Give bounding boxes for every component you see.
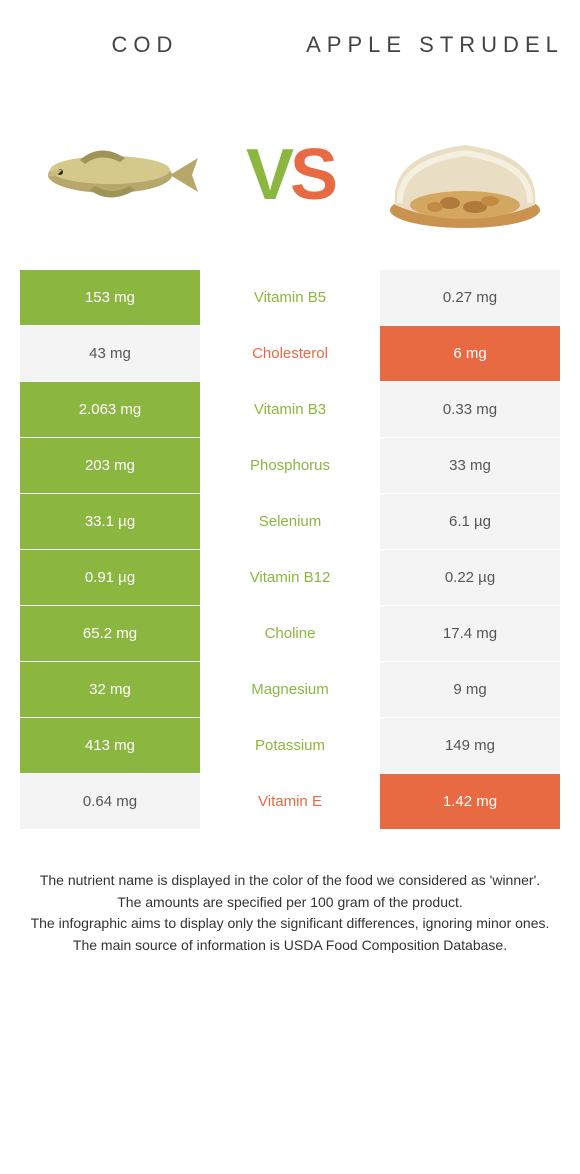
nutrient-label: Vitamin B12	[200, 550, 380, 606]
left-value: 2.063 mg	[20, 382, 200, 438]
right-value: 6.1 µg	[380, 494, 560, 550]
header-right: Apple Strudel	[290, 32, 580, 58]
header-row: Cod Apple Strudel	[0, 0, 580, 90]
footer-line-4: The main source of information is USDA F…	[30, 935, 550, 957]
right-value: 33 mg	[380, 438, 560, 494]
table-row: 43 mgCholesterol6 mg	[20, 326, 560, 382]
cod-image	[30, 105, 200, 245]
right-value: 0.27 mg	[380, 270, 560, 326]
nutrient-label: Phosphorus	[200, 438, 380, 494]
right-value: 1.42 mg	[380, 774, 560, 830]
nutrient-label: Selenium	[200, 494, 380, 550]
left-value: 65.2 mg	[20, 606, 200, 662]
vs-v: V	[246, 134, 290, 216]
left-value: 0.64 mg	[20, 774, 200, 830]
right-value: 149 mg	[380, 718, 560, 774]
table-row: 2.063 mgVitamin B30.33 mg	[20, 382, 560, 438]
footer-line-3: The infographic aims to display only the…	[30, 913, 550, 935]
nutrient-label: Vitamin B3	[200, 382, 380, 438]
table-row: 203 mgPhosphorus33 mg	[20, 438, 560, 494]
nutrient-label: Cholesterol	[200, 326, 380, 382]
vs-row: VS	[0, 90, 580, 270]
vs-s: S	[290, 134, 334, 216]
footer-line-1: The nutrient name is displayed in the co…	[30, 870, 550, 892]
table-row: 0.91 µgVitamin B120.22 µg	[20, 550, 560, 606]
left-value: 413 mg	[20, 718, 200, 774]
nutrient-label: Magnesium	[200, 662, 380, 718]
left-value: 32 mg	[20, 662, 200, 718]
left-value: 0.91 µg	[20, 550, 200, 606]
table-row: 33.1 µgSelenium6.1 µg	[20, 494, 560, 550]
nutrient-table: 153 mgVitamin B50.27 mg43 mgCholesterol6…	[20, 270, 560, 830]
table-row: 153 mgVitamin B50.27 mg	[20, 270, 560, 326]
table-row: 413 mgPotassium149 mg	[20, 718, 560, 774]
left-value: 43 mg	[20, 326, 200, 382]
table-row: 65.2 mgCholine17.4 mg	[20, 606, 560, 662]
table-row: 32 mgMagnesium9 mg	[20, 662, 560, 718]
nutrient-label: Choline	[200, 606, 380, 662]
header-left: Cod	[0, 32, 290, 58]
right-value: 17.4 mg	[380, 606, 560, 662]
right-value: 0.33 mg	[380, 382, 560, 438]
footer-line-2: The amounts are specified per 100 gram o…	[30, 892, 550, 914]
right-value: 0.22 µg	[380, 550, 560, 606]
vs-label: VS	[246, 134, 334, 216]
right-value: 9 mg	[380, 662, 560, 718]
right-value: 6 mg	[380, 326, 560, 382]
table-row: 0.64 mgVitamin E1.42 mg	[20, 774, 560, 830]
left-value: 153 mg	[20, 270, 200, 326]
nutrient-label: Potassium	[200, 718, 380, 774]
footer-notes: The nutrient name is displayed in the co…	[0, 830, 580, 957]
nutrient-label: Vitamin E	[200, 774, 380, 830]
left-value: 203 mg	[20, 438, 200, 494]
nutrient-label: Vitamin B5	[200, 270, 380, 326]
strudel-image	[380, 105, 550, 245]
left-value: 33.1 µg	[20, 494, 200, 550]
